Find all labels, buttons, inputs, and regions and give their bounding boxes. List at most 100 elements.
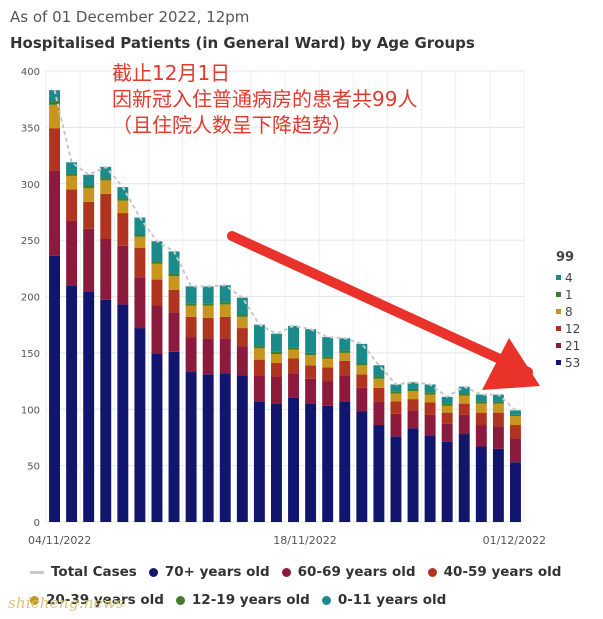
bar-segment [83,188,95,202]
bar-segment [339,401,351,522]
bar-segment [441,396,453,404]
bar-segment [117,304,129,522]
legend-item: 12-19 years old [175,592,310,608]
y-tick-label: 150 [21,349,40,360]
bar-segment [458,393,470,396]
bar-segment [100,180,112,194]
bar-segment [424,402,436,415]
dashed-line-icon [30,570,44,574]
bar-segment [492,403,504,413]
bar-segment [305,355,317,366]
bar-segment [134,234,146,237]
bar-segment [219,302,231,305]
bar-segment [151,261,163,264]
bar-segment [356,343,368,364]
bar-segment [236,328,248,347]
bar-segment [356,411,368,522]
bar-segment [322,381,334,406]
y-tick-label: 400 [21,67,40,78]
bar-segment [66,173,78,176]
bar-segment [492,401,504,404]
bar-segment [339,350,351,353]
bar-segment [100,238,112,300]
bar-segment [288,373,299,398]
annotation-line: （且住院人数呈下降趋势） [112,113,352,137]
bar-segment [253,346,265,349]
swatch-icon [556,343,561,348]
bar-segment [322,356,334,359]
bar-segment [219,338,231,374]
bar-segment [475,403,487,413]
x-tick-label: 01/12/2022 [483,534,546,547]
swatch-icon [556,326,561,331]
bar-segment [510,425,521,439]
bar-segment [151,279,163,306]
as-of-timestamp: As of 01 December 2022, 12pm [10,8,250,26]
bar-segment [271,351,282,355]
bar-segment [510,462,521,522]
legend-label: 12-19 years old [191,592,310,608]
bar-segment [322,405,334,522]
bar-segment [134,217,146,235]
bar-segment [185,303,197,306]
bar-segment [510,414,521,417]
bar-segment [168,351,180,522]
bar-segment [202,305,214,318]
bar-segment [356,363,368,366]
bar-segment [305,365,317,379]
bar-segment [407,382,419,389]
bar-segment [441,403,453,406]
bar-segment [271,363,282,377]
bar-segment [49,101,60,105]
bar-segment [475,401,487,404]
bar-segment [168,276,180,290]
side-summary-item: 8 [556,303,580,320]
bar-segment [83,201,95,229]
bar-segment [134,248,146,278]
legend-dot-icon [427,567,437,577]
legend-item: 20-39 years old [30,592,164,608]
side-summary: 99 4 1 8 12 21 53 [556,250,580,371]
bar-segment [49,128,60,171]
bar-segment [510,416,521,426]
bar-segment [288,347,299,350]
bar-segment [134,277,146,329]
bar-segment [202,286,214,304]
bar-segment [390,391,402,394]
bar-segment [117,198,129,201]
bar-segment [373,401,385,426]
side-summary-value: 12 [565,321,581,336]
bar-segment [168,251,180,274]
side-summary-item: 21 [556,337,580,354]
watermark-text: shicheng.news [8,594,125,612]
bar-segment [83,186,95,189]
trend-arrow-shaft [227,231,533,377]
side-summary-item: 1 [556,286,580,303]
legend-label: 70+ years old [164,564,270,580]
bar-segment [288,349,299,359]
bar-segment [117,187,129,199]
bar-segment [424,435,436,522]
bar-segment [458,434,470,522]
bar-segment [271,376,282,404]
side-summary-item: 53 [556,354,580,371]
x-tick-label: 04/11/2022 [28,534,91,547]
bar-segment [100,299,112,522]
bar-segment [475,412,487,426]
bar-segment [373,387,385,402]
legend-item: 0-11 years old [321,592,446,608]
bar-segment [322,358,334,368]
bar-segment [441,412,453,424]
bar-segment [475,394,487,402]
bar-segment [202,374,214,522]
bar-segment [168,312,180,352]
bar-segment [66,285,78,522]
bar-segment [322,367,334,382]
side-summary-value: 21 [565,338,581,353]
annotation-line: 截止12月1日 [112,61,231,85]
x-tick-label: 18/11/2022 [273,534,336,547]
y-tick-label: 300 [21,180,40,191]
bar-segment [492,412,504,427]
bar-segment [356,387,368,412]
annotation-line: 因新冠入住普通病房的患者共99人 [112,87,418,111]
